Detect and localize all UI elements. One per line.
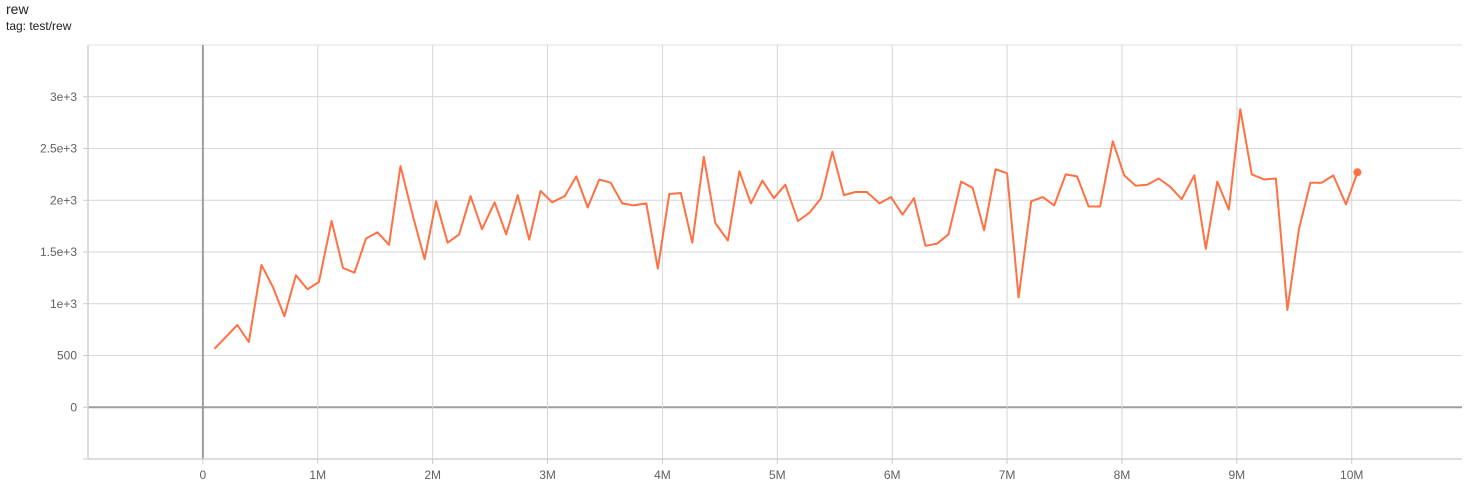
y-tick-label: 1.5e+3 (40, 245, 77, 259)
series-line (213, 108, 1359, 350)
last-data-point (1353, 168, 1362, 177)
x-tick-label: 0 (200, 468, 207, 482)
x-tick-label: 10M (1340, 468, 1363, 482)
x-tick-label: 9M (1228, 468, 1245, 482)
series-rew (213, 108, 1362, 350)
x-tick-label: 1M (309, 468, 326, 482)
chart-title: rew (6, 1, 29, 17)
axes: 0 500 1e+3 1.5e+3 2e+3 2.5e+3 3e+3 0 1M 2M 3M 4M 5M 6… (40, 45, 1462, 482)
y-tick-label: 500 (57, 349, 77, 363)
x-tick-label: 5M (769, 468, 786, 482)
y-tick-label: 3e+3 (50, 90, 77, 104)
grid (88, 44, 1462, 459)
x-tick-label: 3M (539, 468, 556, 482)
x-tick-label: 8M (1114, 468, 1131, 482)
y-tick-label: 0 (70, 400, 77, 414)
y-tick-label: 1e+3 (50, 297, 77, 311)
x-tick-label: 2M (424, 468, 441, 482)
chart-tag: tag: test/rew (6, 19, 72, 33)
y-tick-label: 2e+3 (50, 193, 77, 207)
x-tick-label: 6M (884, 468, 901, 482)
x-tick-label: 7M (999, 468, 1016, 482)
x-tick-label: 4M (654, 468, 671, 482)
y-tick-label: 2.5e+3 (40, 142, 77, 156)
